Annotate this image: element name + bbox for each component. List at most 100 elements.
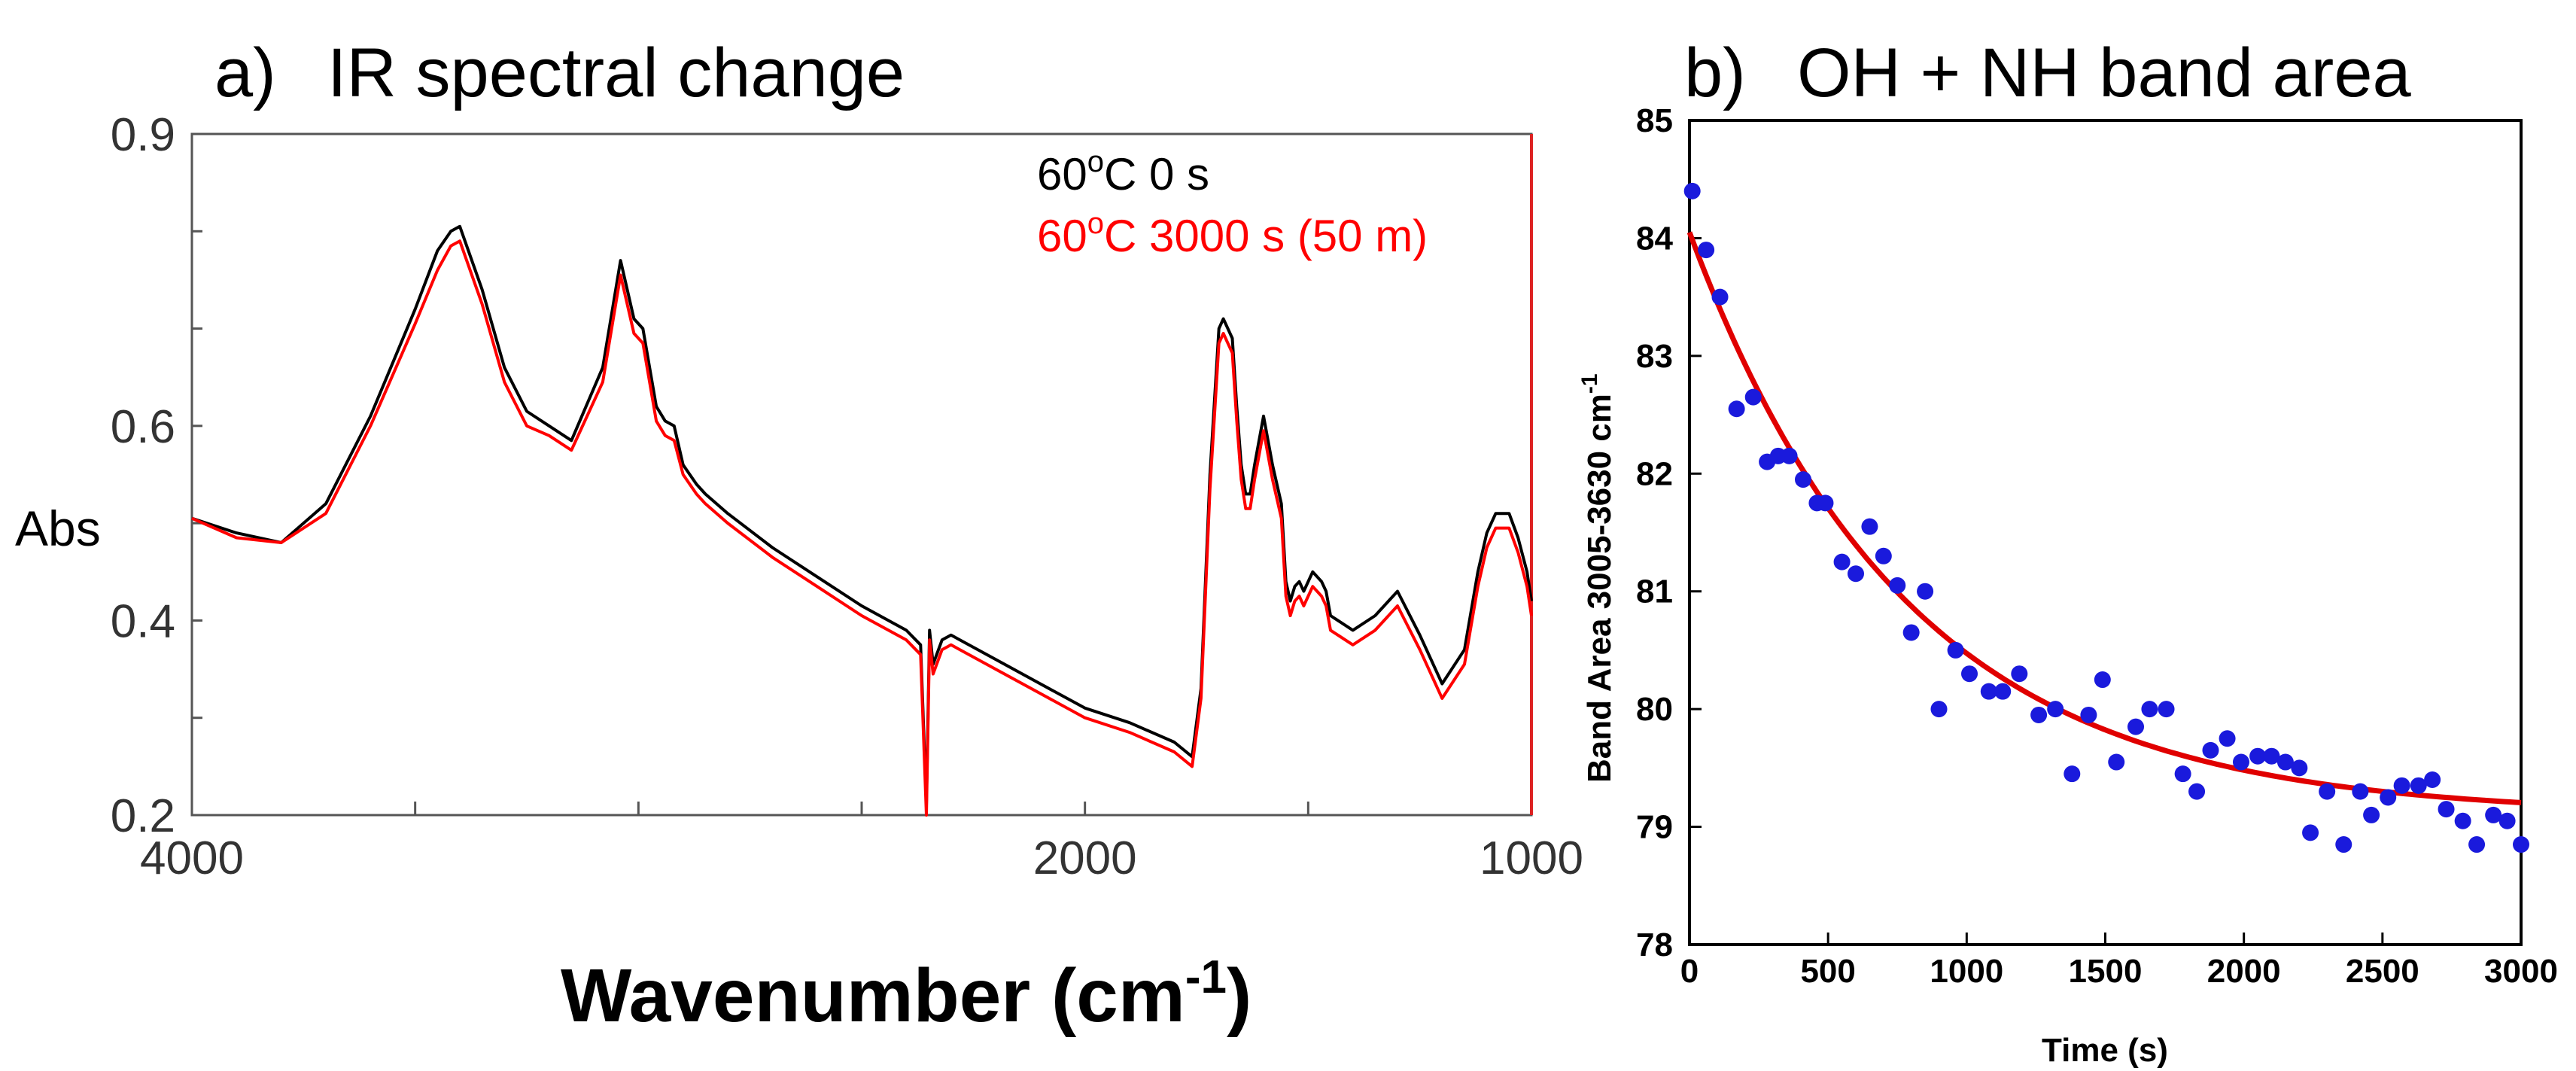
panel-a-title: IR spectral change [327,35,905,111]
data-point [2302,824,2319,841]
legend-3000s-post: C 3000 s (50 m) [1104,211,1428,261]
data-point [1795,471,1812,488]
data-point [1848,565,1864,583]
panel-b-plot-frame [1688,119,2523,946]
data-point [2030,706,2048,723]
data-point [2174,765,2191,783]
data-point [2141,701,2158,718]
panel-a-x-tick-label: 2000 [1033,832,1137,884]
data-point [1698,242,1715,259]
panel-b-x-tick-label: 0 [1680,953,1699,990]
panel-b-y-tick-label: 82 [1636,455,1673,492]
data-point [1781,447,1798,464]
data-point [2291,759,2308,777]
panel-b-ylabel-sup: -1 [1577,373,1602,394]
data-point [1994,683,2012,700]
panel-a-x-axis-label: Wavenumber (cm-1) [561,951,1252,1038]
series-line-3000s [191,239,1533,817]
panel-a-y-tick-label: 0.4 [111,595,175,647]
panel-b-points [1683,182,2529,853]
data-point [2064,765,2081,783]
panel-b-label: b) [1684,35,1746,111]
data-point [2232,753,2249,771]
data-point [1947,641,1964,659]
legend-entry-0s: 60oC 0 s [1037,145,1209,199]
panel-b-x-tick-label: 500 [1800,953,1855,990]
panel-b-y-tick-label: 79 [1636,809,1673,846]
data-point [1875,547,1892,564]
panel-b-y-tick-label: 83 [1636,338,1673,375]
data-point [1728,400,1745,418]
data-point [2108,753,2125,771]
data-point [2047,701,2064,718]
legend-3000s-sup: o [1087,207,1104,240]
panel-b-y-tick-label: 85 [1636,102,1673,139]
data-point [2410,777,2427,794]
panel-b-title: OH + NH band area [1797,35,2411,111]
panel-b-ylabel-main: Band Area 3005-3630 cm [1581,394,1618,783]
data-point [2080,706,2097,723]
panel-a-y-tick-label: 0.2 [111,790,175,842]
legend-0s-sup: o [1087,145,1104,178]
data-point [1683,182,1701,199]
data-point [1917,583,1934,600]
panel-b-y-tick-label: 84 [1636,220,1673,257]
data-point [2249,747,2267,765]
data-point [2011,665,2028,683]
panel-b-x-tick-label: 1000 [1930,953,2003,990]
data-point [1833,553,1851,570]
panel-b-y-axis-label: Band Area 3005-3630 cm-1 [1577,373,1618,783]
panel-b-x-tick-label: 2500 [2346,953,2419,990]
panel-b-x-axis-label: Time (s) [2042,1032,2168,1069]
data-point [2454,812,2471,829]
data-point [1902,624,1920,641]
panel-a-label: a) [214,35,276,111]
data-point [2158,701,2175,718]
data-point [2424,771,2441,788]
panel-b-y-tick-label: 80 [1636,691,1673,728]
panel-b-x-tick-label: 3000 [2484,953,2558,990]
data-point [1980,683,1997,700]
legend-0s-pre: 60 [1037,149,1087,199]
data-point [1889,577,1906,594]
panel-a-y-tick-label: 0.9 [111,109,175,161]
data-point [2380,789,2397,806]
data-point [1930,701,1948,718]
data-point [2219,730,2236,747]
data-point [2276,753,2294,771]
data-point [2352,783,2369,800]
panel-a-xlabel-main: Wavenumber (cm [561,954,1185,1038]
data-point [2263,747,2280,765]
legend-3000s-pre: 60 [1037,211,1087,261]
data-point [1817,494,1834,512]
panel-a-series [191,224,1533,817]
series-line-0s [191,224,1533,808]
data-point [1711,288,1729,306]
panel-b-fit [1686,231,2522,805]
panel-b-y-tick-label: 78 [1636,926,1673,963]
data-point [2393,777,2410,794]
data-point [2513,836,2529,853]
fit-curve [1686,231,2522,805]
panel-a-xlabel-sup: -1 [1185,951,1227,1003]
data-point [2363,806,2380,823]
data-point [2127,718,2145,735]
data-point [2335,836,2352,853]
data-point [1861,518,1878,535]
panel-a-x-tick-label: 4000 [140,832,244,884]
panel-b-y-tick-label: 81 [1636,574,1673,610]
data-point [2485,806,2502,823]
panel-b-band-area: b) OH + NH band area 0 500 1000 1500 2000 250… [1577,35,2558,1069]
panel-a-y-tick-label: 0.6 [111,401,175,453]
data-point [2319,783,2336,800]
data-point [2468,836,2486,853]
data-point [1961,665,1978,683]
panel-a-ticks: 4000 2000 1000 0.2 0.4 0.6 0.9 [111,109,1583,884]
panel-b-x-tick-label: 2000 [2207,953,2281,990]
data-point [2498,812,2516,829]
data-point [2188,783,2206,800]
data-point [1744,388,1762,406]
data-point [2094,671,2111,689]
data-point [2438,801,2455,818]
